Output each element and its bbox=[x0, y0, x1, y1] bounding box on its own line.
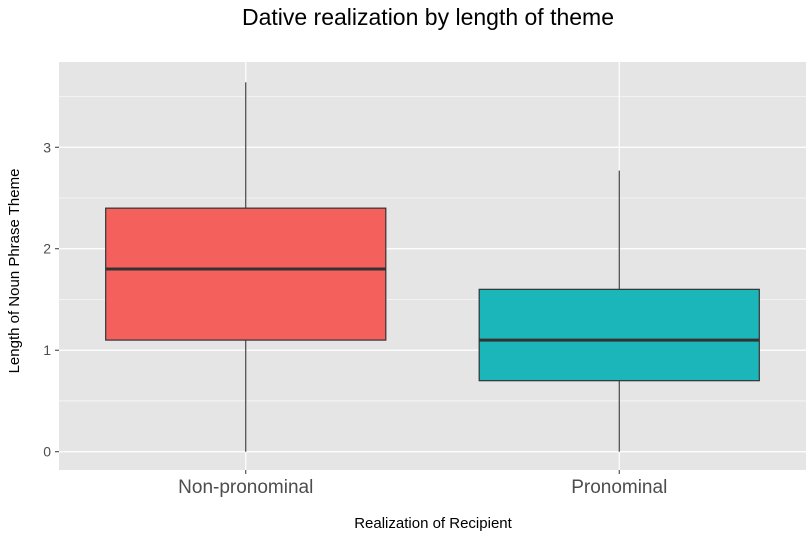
chart-title: Dative realization by length of theme bbox=[241, 4, 615, 30]
x-tick-label: Non-pronominal bbox=[178, 477, 313, 498]
box-pronominal bbox=[478, 170, 760, 452]
y-tick-label: 3 bbox=[43, 139, 51, 155]
y-tick-label: 0 bbox=[43, 444, 51, 460]
x-axis-label: Realization of Recipient bbox=[354, 515, 512, 532]
y-tick-label: 1 bbox=[43, 342, 51, 358]
x-tick-label: Pronominal bbox=[571, 477, 667, 498]
boxes bbox=[105, 82, 760, 452]
x-axis-ticks: Non-pronominal Pronominal bbox=[178, 470, 667, 498]
y-axis-ticks: 0 1 2 3 bbox=[43, 139, 59, 460]
box-iqr bbox=[478, 288, 760, 382]
box-iqr bbox=[105, 207, 387, 341]
box-non-pronominal bbox=[105, 82, 387, 452]
y-axis-label: Length of Noun Phrase Theme bbox=[6, 169, 23, 374]
y-tick-label: 2 bbox=[43, 241, 51, 257]
